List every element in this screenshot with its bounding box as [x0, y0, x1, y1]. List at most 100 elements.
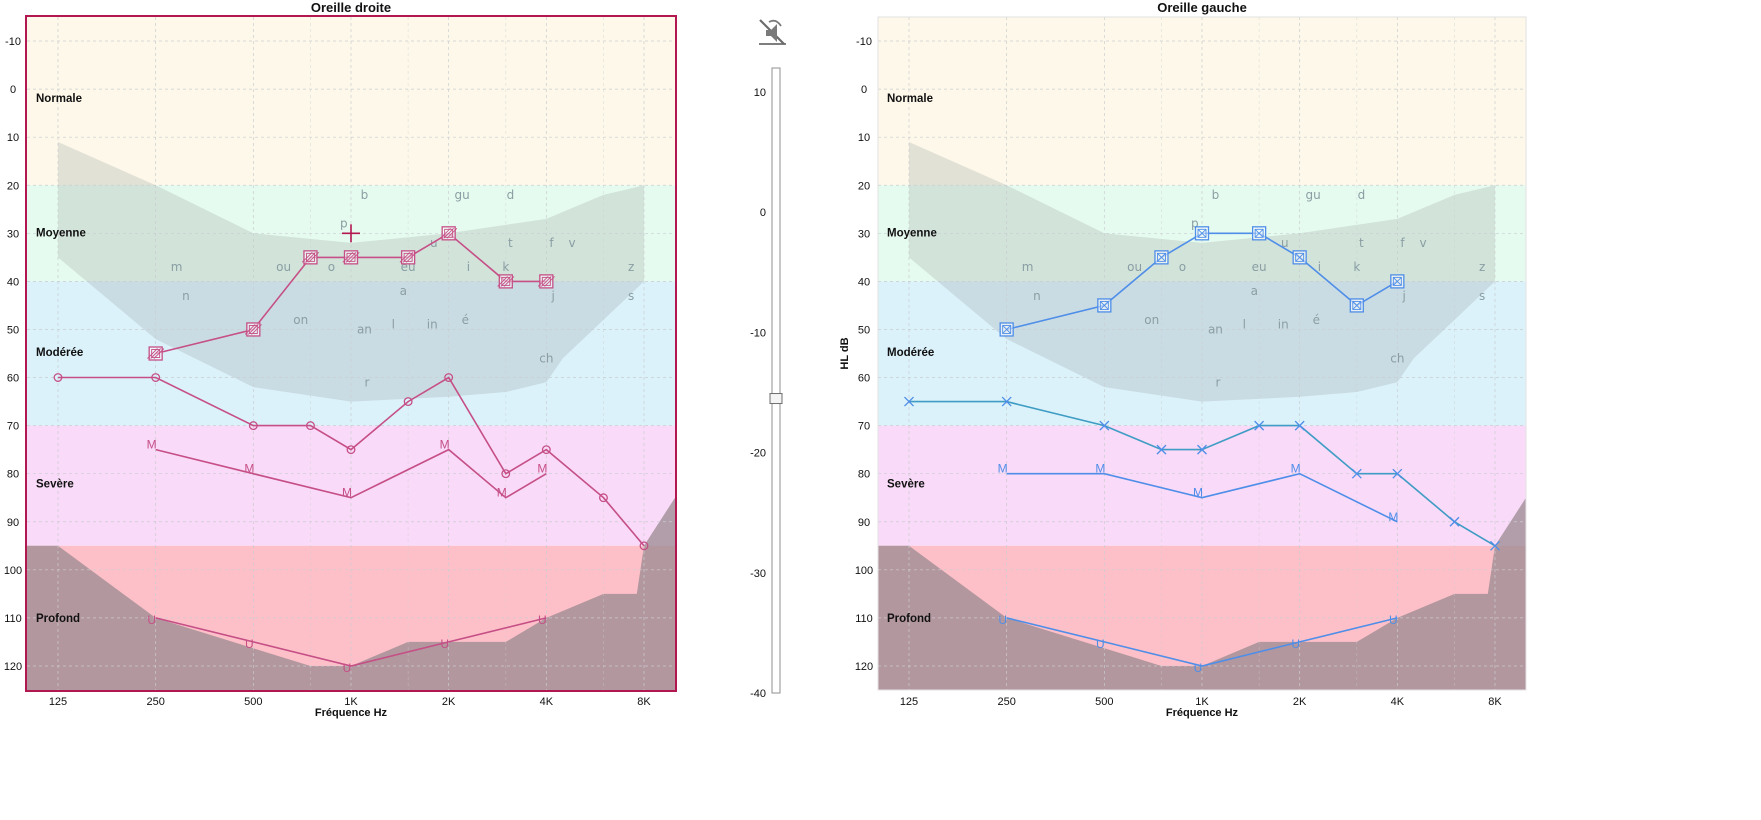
- data-point-U[interactable]: U: [1194, 661, 1203, 675]
- box-inner: [1295, 252, 1305, 262]
- data-point-box[interactable]: [1194, 226, 1210, 241]
- data-point-box[interactable]: [342, 250, 360, 265]
- x-tick-label: 2K: [442, 696, 456, 708]
- data-point-circle[interactable]: [501, 469, 511, 479]
- y-tick-label: 100: [4, 565, 22, 577]
- x-tick-label: 8K: [1488, 696, 1502, 708]
- data-point-U[interactable]: U: [1291, 637, 1300, 651]
- data-point-circle[interactable]: [306, 421, 315, 431]
- y-axis-label: HL dB: [839, 337, 851, 369]
- data-point-x[interactable]: [1001, 396, 1012, 407]
- x-stroke: [1392, 468, 1403, 479]
- phoneme-label: i: [467, 260, 470, 274]
- data-point-U[interactable]: U: [1096, 637, 1105, 651]
- data-point-M[interactable]: M: [1193, 486, 1203, 500]
- level-control: 10 0 -10 -20 -30 -40: [750, 19, 786, 700]
- data-point-x[interactable]: [1156, 444, 1167, 455]
- data-point-M[interactable]: M: [342, 486, 352, 500]
- data-point-circle[interactable]: [53, 373, 63, 382]
- series-line-M: [155, 448, 547, 499]
- box-hatch-line: [153, 348, 165, 359]
- data-point-U[interactable]: U: [245, 637, 254, 651]
- data-point-M[interactable]: M: [147, 438, 157, 452]
- data-point-U[interactable]: U: [1389, 613, 1398, 627]
- y-tick-label: 50: [7, 324, 19, 336]
- data-point-circle[interactable]: [444, 373, 454, 382]
- right-ear-audiogram[interactable]: Oreille droite -10 0 10 20 30 40 50 60 70 80 90 100 1…: [4, 0, 677, 719]
- data-point-circle[interactable]: [346, 445, 356, 455]
- data-point-box[interactable]: [440, 226, 458, 241]
- y-tick-label: 0: [10, 84, 16, 96]
- data-point-U[interactable]: U: [147, 613, 156, 627]
- data-point-M[interactable]: M: [1388, 510, 1398, 524]
- data-point-x[interactable]: [904, 396, 914, 407]
- data-point-U[interactable]: U: [998, 613, 1007, 627]
- data-point-box[interactable]: [1349, 298, 1364, 313]
- phoneme-label: o: [328, 260, 335, 274]
- data-point-circle[interactable]: [248, 421, 258, 431]
- data-point-M[interactable]: M: [998, 462, 1008, 476]
- phoneme-label: b: [361, 188, 369, 202]
- box-hatch-line: [147, 348, 158, 359]
- data-point-circle[interactable]: [541, 445, 551, 455]
- data-point-x[interactable]: [1449, 516, 1460, 527]
- x-axis-label: Fréquence Hz: [315, 707, 388, 719]
- data-point-U[interactable]: U: [440, 637, 449, 651]
- data-point-circle[interactable]: [151, 373, 161, 382]
- data-point-box[interactable]: [999, 322, 1014, 337]
- data-point-circle[interactable]: [639, 541, 649, 551]
- x-tick-label: 8K: [637, 696, 651, 708]
- panel-frame: [877, 16, 1527, 691]
- x-stroke: [1197, 444, 1207, 455]
- data-point-x[interactable]: [1254, 420, 1265, 431]
- data-point-circle[interactable]: [403, 397, 413, 407]
- phoneme-label: a: [400, 284, 407, 298]
- data-point-box[interactable]: [147, 346, 165, 361]
- y-tick-label: 40: [7, 276, 19, 288]
- data-point-U[interactable]: U: [538, 613, 547, 627]
- data-point-x[interactable]: [1351, 468, 1362, 479]
- x-stroke: [1156, 444, 1167, 455]
- left-ear-audiogram[interactable]: Oreille gauche -10 0 10 20 30 40 50 60 70 80 90 100 1…: [839, 0, 1527, 719]
- box-hatch-line: [399, 252, 411, 263]
- data-point-M[interactable]: M: [537, 462, 547, 476]
- y-tick-label: 80: [7, 469, 19, 481]
- data-point-x[interactable]: [1099, 420, 1110, 431]
- speaker-off-icon[interactable]: [759, 19, 786, 45]
- data-point-M[interactable]: M: [1291, 462, 1301, 476]
- data-point-x[interactable]: [1294, 420, 1305, 431]
- data-point-box[interactable]: [1097, 298, 1112, 313]
- data-point-M[interactable]: M: [1095, 462, 1105, 476]
- data-point-x[interactable]: [1490, 540, 1500, 551]
- phoneme-label: t: [508, 236, 513, 250]
- data-point-box[interactable]: [1251, 226, 1267, 241]
- data-point-box[interactable]: [1154, 250, 1169, 265]
- y-tick-label: 60: [858, 373, 870, 385]
- data-point-box[interactable]: [399, 250, 417, 265]
- data-point-circle[interactable]: [599, 493, 608, 503]
- slider-tick-label: 0: [760, 207, 766, 219]
- phoneme-label: n: [182, 289, 190, 303]
- box-hatch-line: [544, 276, 555, 287]
- data-point-box[interactable]: [1390, 274, 1405, 289]
- slider-tick-label: -20: [750, 448, 766, 460]
- data-point-M[interactable]: M: [440, 438, 450, 452]
- data-point-box[interactable]: [497, 274, 515, 289]
- data-point-M[interactable]: M: [497, 486, 507, 500]
- category-label: Normale: [887, 93, 933, 105]
- slider-track[interactable]: [771, 67, 781, 694]
- data-point-box[interactable]: [537, 274, 555, 289]
- data-point-box[interactable]: [244, 322, 262, 337]
- data-point-x[interactable]: [1197, 444, 1207, 455]
- slider-thumb[interactable]: [769, 393, 783, 405]
- data-point-box[interactable]: [301, 250, 319, 265]
- data-point-x[interactable]: [1392, 468, 1403, 479]
- x-stroke: [1294, 420, 1305, 431]
- box-inner: [1002, 325, 1012, 334]
- phoneme-label: v: [568, 236, 575, 250]
- data-point-box[interactable]: [1292, 250, 1307, 265]
- box-hatch-line: [503, 276, 515, 287]
- phoneme-label: n: [1033, 289, 1041, 303]
- data-point-U[interactable]: U: [343, 661, 352, 675]
- data-point-M[interactable]: M: [244, 462, 254, 476]
